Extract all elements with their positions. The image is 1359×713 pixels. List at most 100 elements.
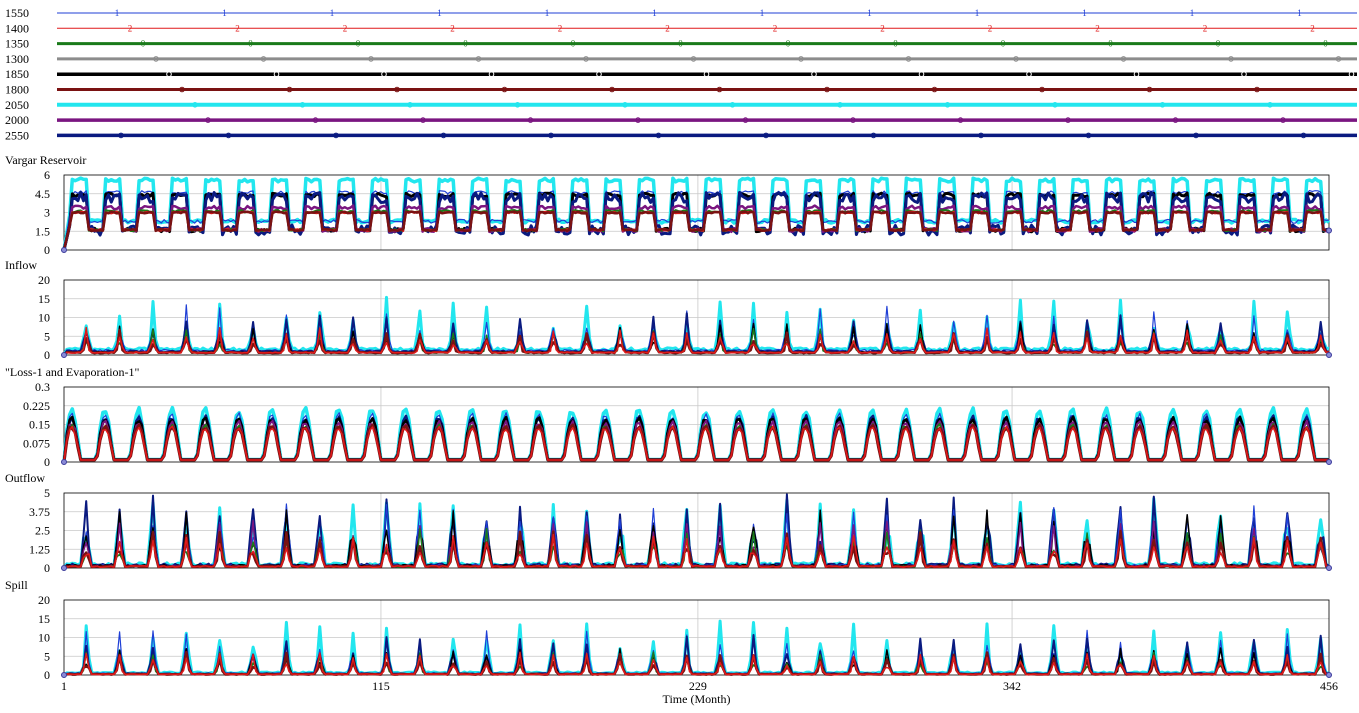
y-tick-label: 15 (38, 612, 50, 626)
legend-marker (957, 117, 964, 123)
legend-label: 1550 (5, 6, 29, 20)
end-marker (1326, 459, 1332, 465)
series-line (63, 312, 1330, 356)
x-tick-label: 342 (1003, 679, 1021, 693)
y-tick-label: 6 (44, 168, 50, 182)
legend-marker (527, 117, 534, 123)
legend-marker (703, 71, 710, 77)
legend-marker (1013, 56, 1019, 62)
y-tick-label: 20 (38, 593, 50, 607)
legend-marker (811, 71, 817, 77)
legend-marker (475, 56, 482, 62)
legend-marker: 0 (571, 39, 576, 49)
end-marker (1326, 227, 1332, 234)
legend-marker: 0 (1323, 39, 1328, 49)
legend-marker (1172, 117, 1179, 123)
legend-marker (1052, 102, 1058, 108)
legend-marker: 1 (222, 8, 227, 18)
legend-marker (824, 86, 830, 93)
y-tick-label: 1.25 (29, 542, 50, 556)
legend-marker (333, 132, 339, 139)
series-line (63, 533, 1330, 569)
legend-marker (690, 56, 697, 62)
legend-marker (381, 71, 387, 77)
panel-frame (63, 279, 1330, 356)
legend-marker: 1 (975, 8, 980, 18)
legend-marker (440, 132, 447, 139)
series-line (62, 210, 1330, 251)
end-marker (1326, 565, 1332, 571)
y-tick-label: 0.225 (23, 399, 50, 413)
legend-marker (716, 86, 723, 93)
legend-marker (870, 132, 877, 139)
start-marker (61, 565, 67, 571)
y-tick-label: 0 (44, 348, 50, 362)
legend-marker (622, 102, 628, 108)
legend-marker (1065, 117, 1071, 123)
legend-marker: 2 (1095, 23, 1100, 33)
end-marker (1326, 352, 1332, 358)
legend-marker (1085, 132, 1092, 139)
legend-marker (837, 102, 843, 108)
legend-marker (514, 102, 521, 108)
legend-marker (905, 56, 912, 62)
legend-marker (205, 117, 211, 123)
y-tick-label: 0 (44, 455, 50, 469)
legend-label: 1400 (5, 21, 29, 35)
panel-title: Outflow (5, 471, 45, 485)
x-axis-label: Time (Month) (663, 692, 731, 706)
legend-marker: 0 (1216, 39, 1221, 49)
end-marker (1326, 672, 1332, 678)
legend-marker: 2 (343, 23, 348, 33)
series-line (63, 425, 1329, 463)
legend-marker: 1 (330, 8, 335, 18)
legend-marker (1228, 56, 1234, 62)
legend-marker (596, 71, 602, 77)
series-line (62, 191, 1330, 251)
series-line (63, 326, 1329, 356)
y-tick-label: 10 (38, 311, 50, 325)
legend-marker: 2 (665, 23, 670, 33)
legend-marker (1335, 56, 1342, 62)
legend-marker (488, 71, 495, 77)
legend-marker: 2 (988, 23, 993, 33)
legend-marker (1039, 86, 1045, 93)
y-tick-label: 5 (44, 649, 50, 663)
start-marker (61, 459, 67, 465)
legend-marker (394, 86, 400, 93)
x-tick-label: 456 (1320, 679, 1338, 693)
y-tick-label: 0.075 (23, 436, 50, 450)
y-tick-label: 1.5 (35, 224, 50, 238)
legend-marker (1267, 102, 1273, 108)
legend-marker (1133, 71, 1140, 77)
legend-marker (153, 56, 159, 62)
legend-marker: 2 (128, 23, 133, 33)
y-tick-label: 5 (44, 486, 50, 500)
legend-marker: 0 (786, 39, 791, 49)
legend-marker: 0 (141, 39, 146, 49)
legend-marker: 1 (115, 8, 120, 18)
legend-marker: 2 (558, 23, 563, 33)
legend-marker (368, 56, 374, 62)
legend-marker (798, 56, 804, 62)
legend-marker: 1 (1082, 8, 1087, 18)
legend-marker: 2 (880, 23, 885, 33)
legend-marker (420, 117, 426, 123)
y-tick-label: 15 (38, 292, 50, 306)
x-tick-label: 115 (372, 679, 390, 693)
legend-label: 2050 (5, 98, 29, 112)
legend-label: 1850 (5, 67, 29, 81)
legend-marker: 2 (1310, 23, 1315, 33)
legend-marker (312, 117, 319, 123)
legend-marker (260, 56, 267, 62)
legend-marker: 0 (248, 39, 253, 49)
legend-marker (192, 102, 198, 108)
legend-marker (729, 102, 736, 108)
panel-title: Inflow (5, 258, 37, 272)
legend-label: 2550 (5, 128, 29, 142)
legend-marker (548, 132, 554, 139)
legend-marker (1348, 71, 1355, 77)
legend-marker: 2 (773, 23, 778, 33)
panel-frame (63, 386, 1330, 463)
